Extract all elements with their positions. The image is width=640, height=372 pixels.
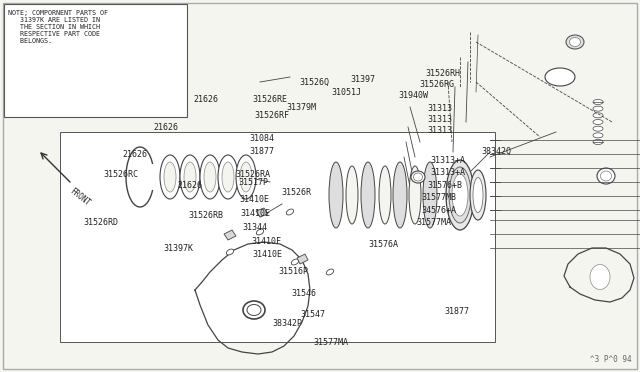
Ellipse shape [593,99,603,105]
Text: 31313: 31313 [428,126,452,135]
Text: 31526Q: 31526Q [300,78,330,87]
Ellipse shape [593,106,603,111]
Ellipse shape [180,155,200,199]
Text: 31410E: 31410E [239,195,269,204]
Text: 31526RF: 31526RF [255,111,290,120]
Text: 31313+A: 31313+A [430,156,465,165]
Text: 38342P: 38342P [272,319,302,328]
Text: ^3 P^0 94: ^3 P^0 94 [590,355,632,364]
Text: 31526RD: 31526RD [83,218,118,227]
Text: FRONT: FRONT [68,186,92,207]
Ellipse shape [593,113,603,118]
Text: 31313: 31313 [428,115,452,124]
Text: 31084: 31084 [250,134,275,143]
Ellipse shape [470,170,486,220]
Polygon shape [256,208,268,217]
Text: 31344: 31344 [242,223,267,232]
Text: 31313: 31313 [428,104,452,113]
Ellipse shape [286,209,294,215]
Text: 31526RE: 31526RE [253,95,288,104]
Text: 31051J: 31051J [332,88,362,97]
Bar [60,132,495,342]
Text: 31547: 31547 [301,310,326,319]
Ellipse shape [204,162,216,192]
Text: 31577MB: 31577MB [421,193,456,202]
Ellipse shape [236,155,256,199]
Text: 31877: 31877 [445,307,470,316]
Bar [4,4,187,117]
Text: 31379M: 31379M [287,103,317,112]
Text: 31526RB: 31526RB [189,211,224,219]
Text: NOTE; COMPORNENT PARTS OF
   31397K ARE LISTED IN
   THE SECTION IN WHICH
   RES: NOTE; COMPORNENT PARTS OF 31397K ARE LIS… [8,10,108,44]
Ellipse shape [240,162,252,192]
Ellipse shape [160,155,180,199]
Text: 31577MA: 31577MA [416,218,451,227]
Text: 31577MA: 31577MA [314,338,349,347]
Ellipse shape [291,259,299,265]
Ellipse shape [593,133,603,138]
Text: 31516P: 31516P [278,267,308,276]
Ellipse shape [227,249,234,255]
Ellipse shape [590,264,610,289]
Ellipse shape [379,166,391,224]
Text: 31576+B: 31576+B [428,181,463,190]
Ellipse shape [361,162,375,228]
Text: 31526R: 31526R [282,188,312,197]
Ellipse shape [218,155,238,199]
Ellipse shape [411,171,425,183]
Ellipse shape [409,166,421,224]
Ellipse shape [593,126,603,131]
Text: 34576+A: 34576+A [421,206,456,215]
Ellipse shape [346,166,358,224]
Text: 31410E: 31410E [241,209,271,218]
Ellipse shape [256,229,264,235]
Text: 38342Q: 38342Q [481,147,511,156]
Ellipse shape [593,119,603,125]
Text: 21626: 21626 [193,95,218,104]
Ellipse shape [452,174,468,216]
Ellipse shape [222,162,234,192]
Text: 31397: 31397 [351,76,376,84]
Ellipse shape [326,269,333,275]
Ellipse shape [600,171,611,181]
Ellipse shape [200,155,220,199]
Text: 31397K: 31397K [163,244,193,253]
Ellipse shape [393,162,407,228]
Ellipse shape [329,162,343,228]
Text: 21626: 21626 [154,123,179,132]
Text: 31877: 31877 [250,147,275,156]
Polygon shape [297,254,308,264]
Text: 31526RG: 31526RG [419,80,454,89]
Text: 31546: 31546 [291,289,316,298]
Ellipse shape [473,177,483,212]
Text: 31526RC: 31526RC [104,170,139,179]
Text: 31410E: 31410E [253,250,283,259]
Ellipse shape [545,68,575,86]
Ellipse shape [570,38,580,46]
Text: 31576A: 31576A [368,240,398,249]
Ellipse shape [446,160,474,230]
Ellipse shape [184,162,196,192]
Polygon shape [224,230,236,240]
Text: 31940W: 31940W [398,92,428,100]
Ellipse shape [413,173,422,181]
Text: 21626: 21626 [123,150,148,159]
Text: 31517P: 31517P [238,178,268,187]
Text: 31526RH: 31526RH [426,69,461,78]
Ellipse shape [566,35,584,49]
Ellipse shape [597,168,615,184]
Ellipse shape [164,162,176,192]
Ellipse shape [247,305,261,315]
Ellipse shape [243,301,265,319]
Ellipse shape [449,167,471,223]
Text: 31526RA: 31526RA [236,170,271,179]
Text: 31313+A: 31313+A [430,169,465,177]
Text: 31410F: 31410F [252,237,282,246]
Ellipse shape [593,140,603,144]
Text: 21626: 21626 [178,181,203,190]
Ellipse shape [423,162,437,228]
